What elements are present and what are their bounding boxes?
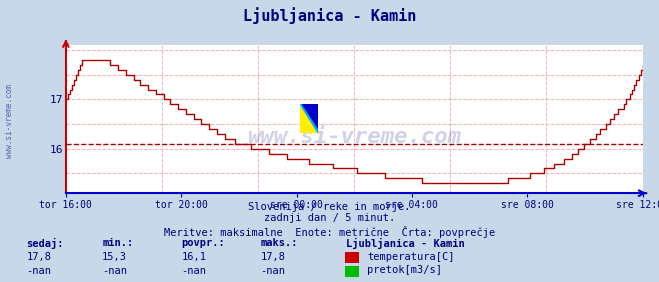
Text: maks.:: maks.: (260, 238, 298, 248)
Text: temperatura[C]: temperatura[C] (367, 252, 455, 262)
Polygon shape (300, 104, 318, 133)
Text: min.:: min.: (102, 238, 133, 248)
Text: Slovenija / reke in morje.: Slovenija / reke in morje. (248, 202, 411, 212)
Text: -nan: -nan (102, 266, 127, 276)
Text: -nan: -nan (181, 266, 206, 276)
Text: -nan: -nan (260, 266, 285, 276)
Text: 15,3: 15,3 (102, 252, 127, 262)
Text: Ljubljanica - Kamin: Ljubljanica - Kamin (346, 238, 465, 249)
Polygon shape (300, 104, 318, 133)
Text: -nan: -nan (26, 266, 51, 276)
Text: Meritve: maksimalne  Enote: metrične  Črta: povprečje: Meritve: maksimalne Enote: metrične Črta… (164, 226, 495, 238)
Text: www.si-vreme.com: www.si-vreme.com (247, 127, 461, 147)
Text: 17,8: 17,8 (260, 252, 285, 262)
Text: 16,1: 16,1 (181, 252, 206, 262)
Text: www.si-vreme.com: www.si-vreme.com (5, 84, 14, 158)
Text: Ljubljanica - Kamin: Ljubljanica - Kamin (243, 7, 416, 24)
Text: povpr.:: povpr.: (181, 238, 225, 248)
Text: sedaj:: sedaj: (26, 238, 64, 249)
Polygon shape (302, 104, 318, 128)
Text: zadnji dan / 5 minut.: zadnji dan / 5 minut. (264, 213, 395, 223)
Text: 17,8: 17,8 (26, 252, 51, 262)
Text: pretok[m3/s]: pretok[m3/s] (367, 265, 442, 275)
